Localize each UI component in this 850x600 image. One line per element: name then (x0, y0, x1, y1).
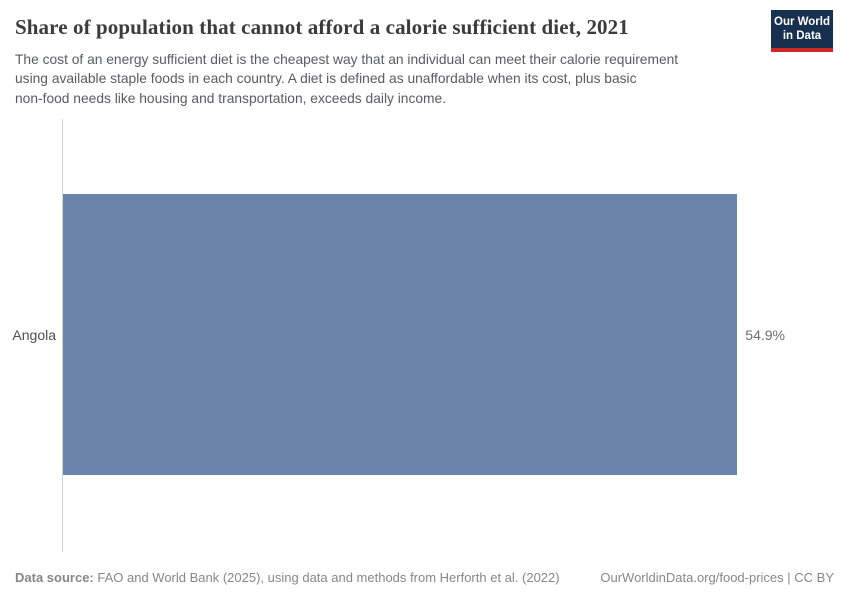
subtitle-line: The cost of an energy sufficient diet is… (15, 52, 679, 67)
data-source-note: Data source: FAO and World Bank (2025), … (15, 570, 560, 586)
data-source-label: Data source: (15, 570, 94, 585)
footer: Data source: FAO and World Bank (2025), … (15, 570, 834, 586)
bar-angola[interactable] (63, 194, 738, 475)
subtitle-line: using available staple foods in each cou… (15, 71, 637, 87)
subtitle-line: non-food needs like housing and transpor… (15, 90, 447, 106)
owid-logo-line2: in Data (782, 29, 822, 42)
entity-label-angola: Angola (12, 327, 56, 343)
owid-logo[interactable]: Our World in Data (771, 10, 833, 52)
page-subtitle: The cost of an energy sufficient diet is… (15, 50, 678, 108)
page-title: Share of population that cannot afford a… (15, 15, 629, 39)
data-source-text: FAO and World Bank (2025), using data an… (93, 570, 560, 585)
bar-row: 54.9% (63, 194, 785, 475)
footer-license-link[interactable]: OurWorldinData.org/food-prices | CC BY (600, 570, 834, 585)
bar-value-label: 54.9% (745, 326, 785, 343)
owid-logo-line1: Our World (774, 16, 831, 28)
plot-area: 54.9% (62, 119, 786, 552)
